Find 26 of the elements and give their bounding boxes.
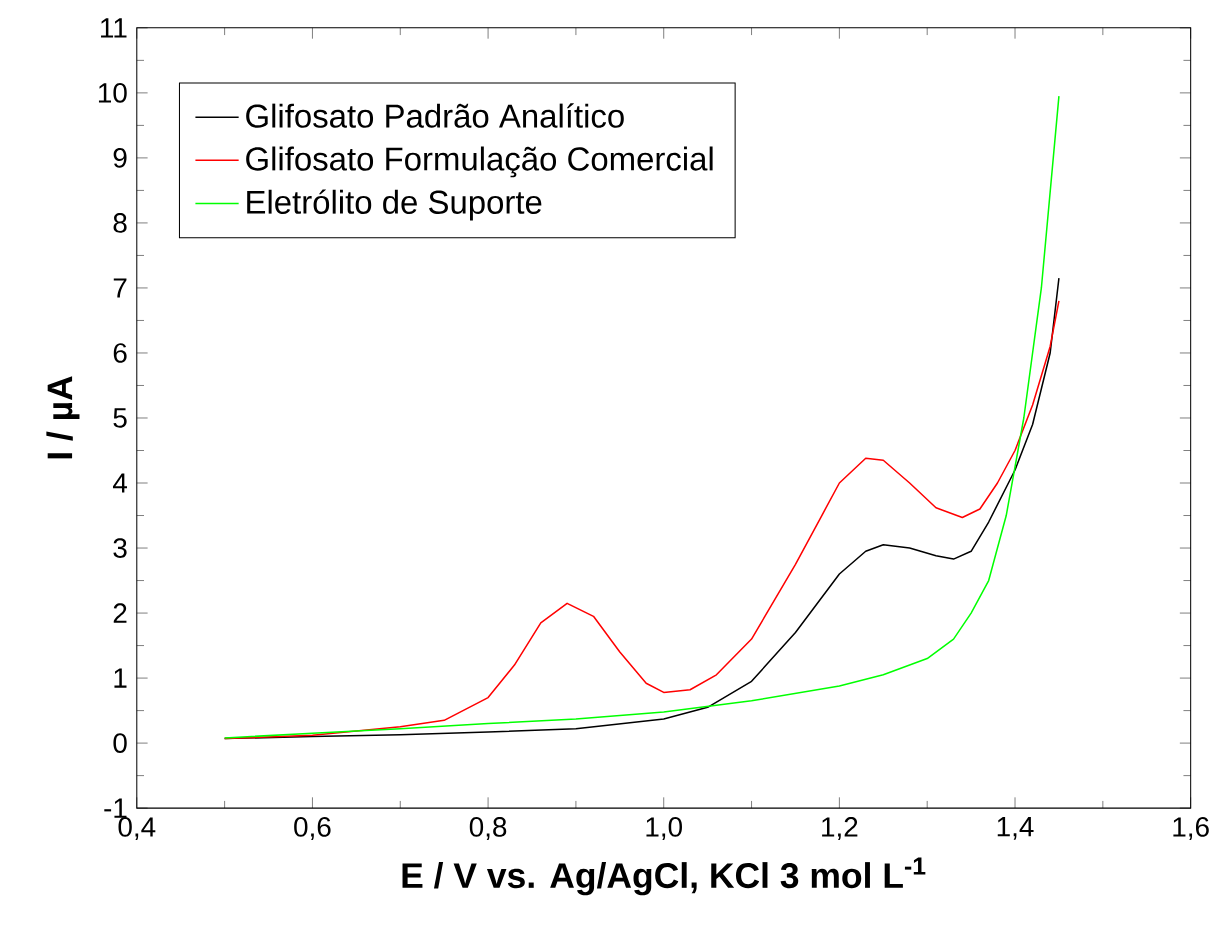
x-tick-label: 1,6: [1173, 816, 1209, 840]
legend-label: Glifosato Formulação Comercial: [246, 146, 713, 178]
y-tick-label: 6: [113, 342, 127, 363]
x-tick-label: 0,4: [118, 816, 156, 840]
x-tick-label: 0,6: [294, 816, 331, 840]
y-tick-label: 1: [114, 668, 127, 688]
y-tick-label: 5: [113, 408, 127, 428]
y-tick-label: 4: [112, 473, 128, 493]
y-tick-label: 10: [98, 82, 127, 103]
x-tick-label: 1,2: [822, 816, 858, 840]
y-tick-label: 8: [113, 212, 127, 233]
y-axis-title: I / µA: [46, 376, 80, 459]
y-tick-label: 7: [113, 278, 127, 298]
legend-label: Eletrólito de Suporte: [247, 189, 542, 221]
line-series: [223, 95, 1060, 739]
y-tick-label: 2: [113, 603, 127, 623]
x-tick-label: 1,0: [646, 816, 682, 840]
x-tick-label: 0,8: [469, 816, 507, 840]
y-tick-label: 11: [101, 18, 127, 38]
legend-label: Glifosato Padrão Analítico: [246, 103, 624, 128]
y-tick-label: -1: [104, 798, 127, 818]
y-tick-label: 3: [113, 538, 127, 558]
y-tick-label: 0: [113, 733, 127, 753]
y-tick-label: 9: [113, 147, 127, 168]
x-tick-label: 1,4: [997, 816, 1034, 840]
x-axis-title: E / V vs. Ag/AgCl, KCl 3 mol L$^{-1}$: [402, 857, 926, 896]
